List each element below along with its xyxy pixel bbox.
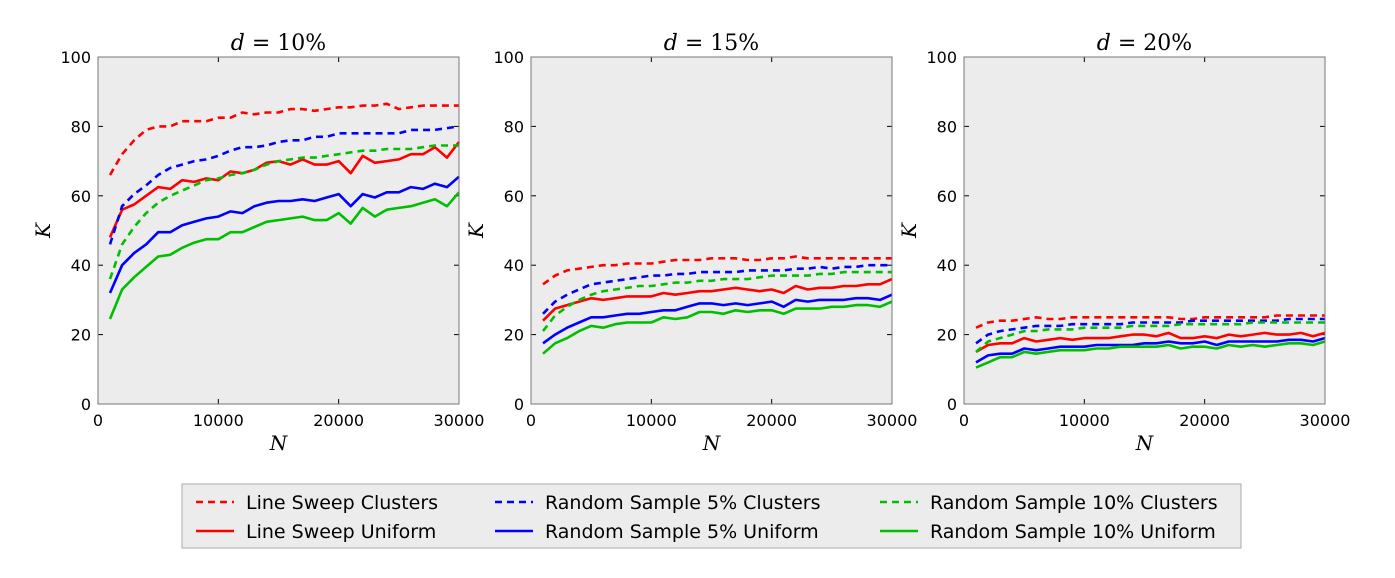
y-tick-label: 40 [504, 256, 524, 275]
subplot-title: d = 20% [1097, 31, 1192, 56]
y-tick-label: 40 [937, 256, 957, 275]
plot-frame [97, 56, 460, 405]
y-tick-label: 60 [937, 187, 957, 206]
legend-item-line-sweep-uniform: Line Sweep Uniform [196, 521, 436, 543]
series-line-line-sweep-clusters [975, 314, 1325, 329]
legend-label: Line Sweep Clusters [246, 492, 438, 514]
x-tick-label: 10000 [1059, 411, 1110, 430]
legend-item-random-sample-5pct-uniform: Random Sample 5% Uniform [495, 521, 819, 543]
y-tick-label: 60 [71, 187, 91, 206]
series-line-random-sample-5pct-clusters [975, 317, 1325, 345]
y-tick-label: 20 [504, 326, 524, 345]
series-line-line-sweep-clusters [542, 255, 892, 286]
y-tick-label: 80 [937, 117, 957, 136]
title-variable: d [231, 31, 245, 56]
series-line-random-sample-10pct-clusters [975, 321, 1325, 353]
series-line-random-sample-5pct-clusters [542, 263, 892, 315]
series-line-random-sample-10pct-uniform [542, 300, 893, 355]
plot-area [531, 57, 892, 404]
y-tick-label: 80 [504, 117, 524, 136]
x-axis-label: N [1135, 431, 1155, 455]
series-line-line-sweep-uniform [108, 141, 461, 238]
x-tick-label: 20000 [746, 411, 797, 430]
series-line-line-sweep-clusters [108, 102, 459, 176]
legend-box [181, 483, 1242, 549]
y-axis-label: K [31, 222, 55, 239]
series-line-random-sample-5pct-uniform [542, 293, 893, 345]
y-tick-label: 100 [60, 48, 91, 67]
y-tick-label: 0 [947, 395, 957, 414]
title-variable: d [664, 31, 678, 56]
legend-label: Line Sweep Uniform [246, 521, 436, 543]
legend-item-random-sample-5pct-clusters: Random Sample 5% Clusters [495, 492, 821, 514]
legend: Line Sweep Clusters Line Sweep Uniform Ran… [181, 483, 1242, 549]
x-axis-label: N [702, 431, 722, 455]
y-tick-label: 20 [937, 326, 957, 345]
series-line-random-sample-5pct-clusters [108, 125, 460, 245]
y-tick-label: 0 [81, 395, 91, 414]
series-line-random-sample-10pct-uniform [108, 191, 460, 320]
series-line-line-sweep-uniform [542, 277, 893, 322]
legend-label: Random Sample 5% Clusters [545, 492, 821, 514]
x-tick-label: 30000 [1300, 411, 1351, 430]
x-tick-label: 10000 [626, 411, 677, 430]
y-tick-label: 80 [71, 117, 91, 136]
x-tick-label: 30000 [867, 411, 918, 430]
y-tick-label: 40 [71, 256, 91, 275]
y-tick-label: 20 [71, 326, 91, 345]
subplot-1: 0 10000 20000 30000 0 20 40 60 80 100 d = 10% N K [31, 31, 484, 455]
y-tick-label: 100 [493, 48, 524, 67]
subplot-2: 0 10000 20000 30000 0 20 40 60 80 100 d = 15% N K [464, 31, 917, 455]
y-tick-label: 100 [926, 48, 957, 67]
series-line-random-sample-5pct-uniform [108, 175, 460, 294]
y-tick-label: 60 [504, 187, 524, 206]
y-axis-label: K [897, 222, 921, 239]
y-axis-label: K [464, 222, 488, 239]
x-tick-label: 0 [93, 411, 103, 430]
x-tick-label: 0 [959, 411, 969, 430]
title-value: = 20% [1111, 31, 1192, 56]
legend-item-random-sample-10pct-clusters: Random Sample 10% Clusters [880, 492, 1218, 514]
title-value: = 10% [245, 31, 326, 56]
subplot-title: d = 10% [231, 31, 326, 56]
title-value: = 15% [678, 31, 759, 56]
y-tick-label: 0 [514, 395, 524, 414]
x-tick-label: 30000 [434, 411, 485, 430]
legend-item-random-sample-10pct-uniform: Random Sample 10% Uniform [880, 521, 1216, 543]
plot-frame [963, 56, 1326, 405]
subplot-title: d = 15% [664, 31, 759, 56]
legend-label: Random Sample 5% Uniform [545, 521, 819, 543]
title-variable: d [1097, 31, 1111, 56]
plot-area [98, 57, 459, 404]
x-axis-label: N [269, 431, 289, 455]
series-line-random-sample-5pct-uniform [975, 336, 1326, 364]
series-line-random-sample-10pct-clusters [541, 270, 892, 332]
subplot-3: 0 10000 20000 30000 0 20 40 60 80 100 d = 20% N K [897, 31, 1350, 455]
legend-label: Random Sample 10% Uniform [930, 521, 1216, 543]
x-tick-label: 20000 [1179, 411, 1230, 430]
series-line-random-sample-10pct-uniform [975, 340, 1326, 369]
x-tick-label: 0 [526, 411, 536, 430]
legend-label: Random Sample 10% Clusters [930, 492, 1218, 514]
legend-item-line-sweep-clusters: Line Sweep Clusters [196, 492, 438, 514]
x-tick-label: 20000 [313, 411, 364, 430]
series-line-line-sweep-uniform [975, 331, 1326, 354]
plot-frame [530, 56, 893, 405]
x-tick-label: 10000 [193, 411, 244, 430]
